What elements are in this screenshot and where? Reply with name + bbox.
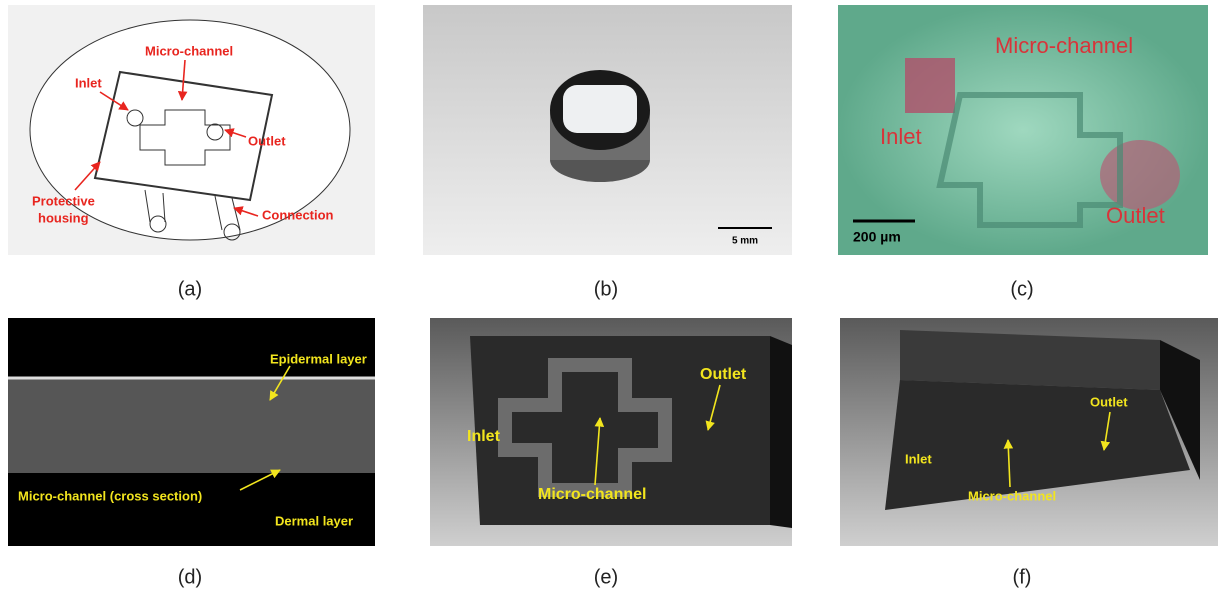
scale-bar-label: 5 mm [732, 236, 758, 247]
annotation: Micro-channel [995, 33, 1133, 58]
annotation: Inlet [75, 75, 102, 90]
annotation: Inlet [880, 124, 922, 149]
panel-e: Inlet Micro-channel Outlet (e) [430, 318, 792, 588]
scale-bar-label: 200 µm [853, 229, 901, 245]
annotation: Micro-channel [538, 486, 646, 503]
annotation: Outlet [1106, 203, 1165, 228]
panel-label: (e) [594, 566, 618, 588]
panel-b: 5 mm (b) [423, 5, 792, 300]
annotation: Outlet [248, 133, 286, 148]
annotation: Dermal layer [275, 513, 353, 528]
annotation: Inlet [467, 428, 501, 445]
panel-label: (b) [594, 278, 618, 300]
annotation: Micro-channel [145, 43, 233, 58]
annotation: Outlet [700, 366, 747, 383]
panel-a: Micro-channel Inlet Outlet Protective ho… [8, 5, 375, 300]
panel-label: (c) [1010, 278, 1033, 300]
panel-c: Micro-channel Inlet Outlet 200 µm (c) [838, 5, 1208, 300]
panel-label: (d) [178, 566, 202, 588]
annotation: Micro-channel (cross section) [18, 488, 202, 503]
panel-label: (f) [1013, 566, 1032, 588]
annotation: Protective [32, 193, 95, 208]
annotation: Connection [262, 207, 334, 222]
annotation: Micro-channel [968, 488, 1056, 503]
annotation: Outlet [1090, 394, 1128, 409]
panel-label: (a) [178, 278, 202, 300]
panel-f: Inlet Micro-channel Outlet (f) [840, 318, 1218, 588]
annotation: Epidermal layer [270, 351, 367, 366]
panel-d: Epidermal layer Micro-channel (cross sec… [8, 318, 375, 588]
annotation: housing [38, 210, 89, 225]
annotation: Inlet [905, 451, 932, 466]
figure: Micro-channel Inlet Outlet Protective ho… [0, 0, 1222, 594]
